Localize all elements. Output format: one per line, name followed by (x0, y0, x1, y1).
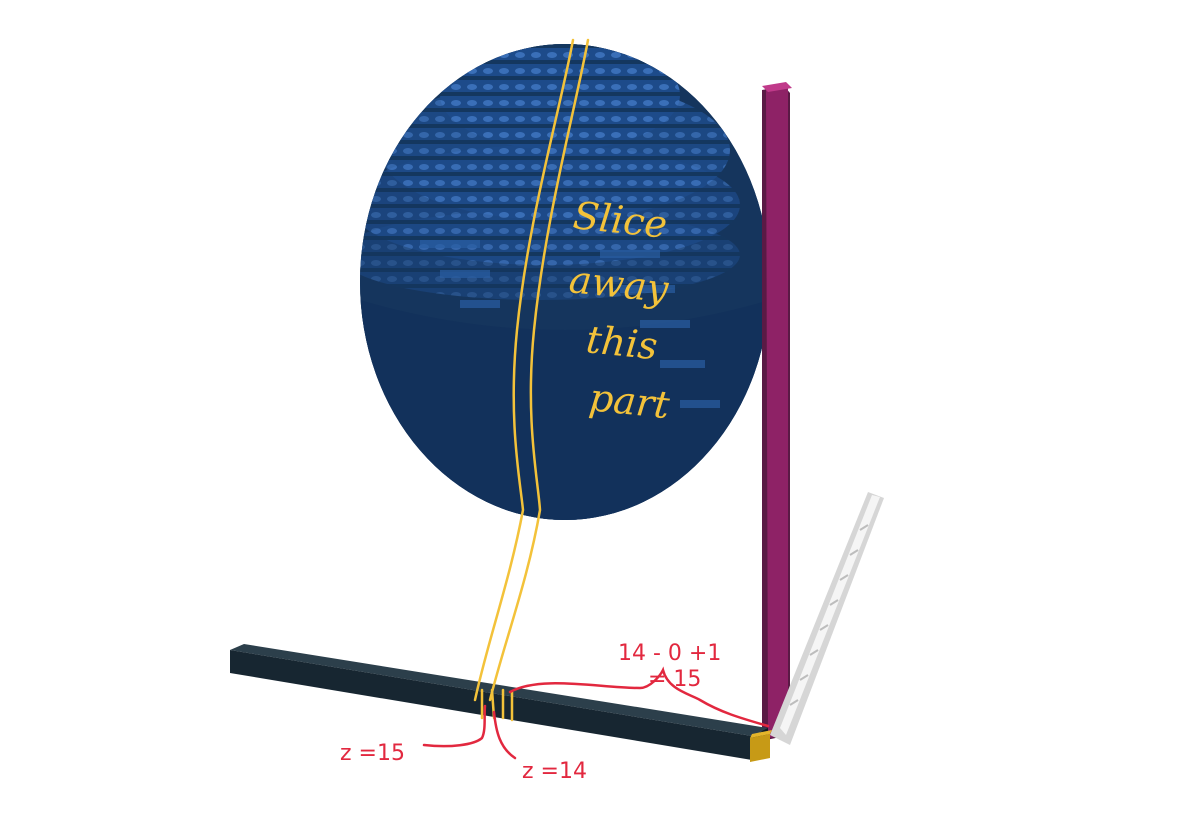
slice-text-line3: this (584, 317, 660, 368)
lego-sphere (360, 44, 770, 520)
red-annotations: z =15 z =14 14 - 0 +1 = 15 (340, 641, 770, 784)
slice-text-line1: Slice (571, 193, 669, 247)
origin-corner-block (750, 730, 772, 762)
slice-text-line4: part (587, 375, 672, 427)
z15-pointer (422, 704, 487, 748)
calc-line2: = 15 (648, 667, 701, 692)
z14-label: z =14 (522, 759, 587, 784)
curly-brace (508, 666, 770, 728)
z15-label: z =15 (340, 741, 405, 766)
slice-text-line2: away (567, 257, 671, 311)
z14-pointer (492, 710, 517, 760)
calc-line1: 14 - 0 +1 (618, 641, 721, 666)
vertical-pillar (762, 82, 792, 740)
slice-annotation: Slice away this part (567, 193, 672, 427)
depth-bar (770, 492, 884, 745)
slice-outline (473, 38, 590, 722)
